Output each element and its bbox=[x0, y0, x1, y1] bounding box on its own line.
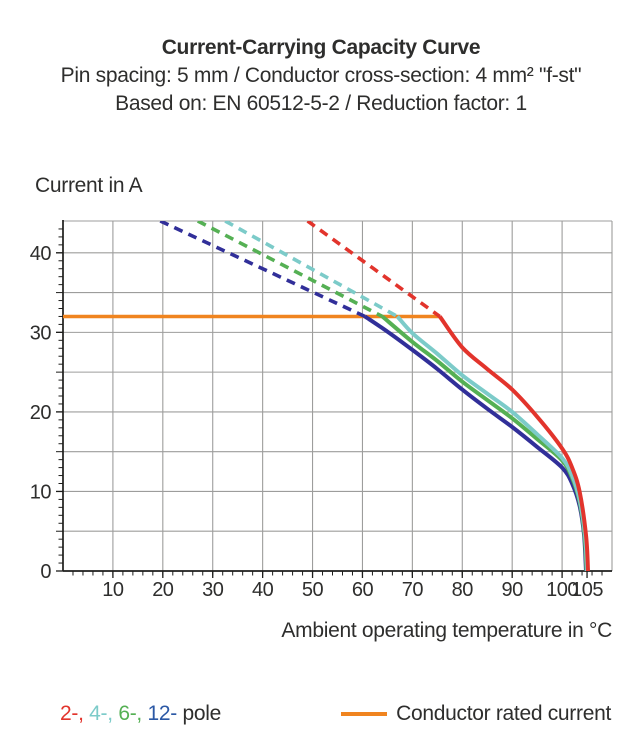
curves bbox=[63, 221, 590, 571]
pole-legend-item: 4-, bbox=[89, 702, 119, 725]
figure-title: Current-Carrying Capacity Curve bbox=[161, 36, 481, 59]
y-tick-label: 10 bbox=[30, 481, 52, 503]
y-tick-label: 40 bbox=[30, 243, 52, 265]
pole-legend-item: 12- bbox=[147, 702, 177, 725]
y-tick-label: 20 bbox=[30, 402, 52, 424]
y-tick-label: 0 bbox=[40, 561, 51, 583]
y-tick-label: 30 bbox=[30, 322, 52, 344]
x-tick-label: 30 bbox=[202, 579, 224, 601]
x-axis-title: Ambient operating temperature in °C bbox=[281, 619, 612, 642]
x-tick-label: 100 bbox=[546, 579, 578, 601]
curve-dashed-2-pole bbox=[306, 221, 441, 318]
y-axis-title: Current in A bbox=[35, 174, 143, 197]
curve-dashed-4-pole bbox=[224, 221, 399, 319]
figure-subtitle-pin-spacing: Pin spacing: 5 mm / Conductor cross-sect… bbox=[60, 64, 582, 87]
curve-solid-12-pole bbox=[363, 314, 588, 571]
curve-solid-2-pole bbox=[438, 315, 590, 571]
pole-legend-item: 2-, bbox=[60, 702, 90, 725]
rated-current-line-swatch bbox=[341, 712, 388, 716]
curve-dashed-12-pole bbox=[159, 221, 366, 319]
figure-subtitle-standard: Based on: EN 60512-5-2 / Reduction facto… bbox=[115, 92, 527, 115]
gridlines bbox=[63, 220, 613, 571]
curve-dashed-6-pole bbox=[196, 221, 384, 319]
pole-legend-item: 6-, bbox=[118, 702, 148, 725]
axis-ticks bbox=[56, 228, 603, 578]
pole-legend-suffix: pole bbox=[176, 702, 221, 725]
x-tick-label: 10 bbox=[102, 579, 124, 601]
x-tick-label: 40 bbox=[252, 579, 274, 601]
curve-solid-6-pole bbox=[381, 314, 589, 571]
x-tick-label: 80 bbox=[452, 579, 474, 601]
pole-legend: 2-, 4-, 6-, 12- pole bbox=[60, 702, 221, 726]
x-tick-label: 60 bbox=[352, 579, 374, 601]
x-tick-label: 105 bbox=[571, 579, 603, 601]
axes bbox=[62, 220, 612, 572]
rated-current-legend: Conductor rated current bbox=[341, 702, 611, 726]
x-tick-label: 90 bbox=[502, 579, 524, 601]
legend-row: 2-, 4-, 6-, 12- pole Conductor rated cur… bbox=[60, 700, 611, 728]
rated-current-legend-label: Conductor rated current bbox=[396, 702, 611, 725]
x-tick-label: 20 bbox=[152, 579, 174, 601]
x-tick-label: 50 bbox=[302, 579, 324, 601]
x-tick-label: 70 bbox=[402, 579, 424, 601]
